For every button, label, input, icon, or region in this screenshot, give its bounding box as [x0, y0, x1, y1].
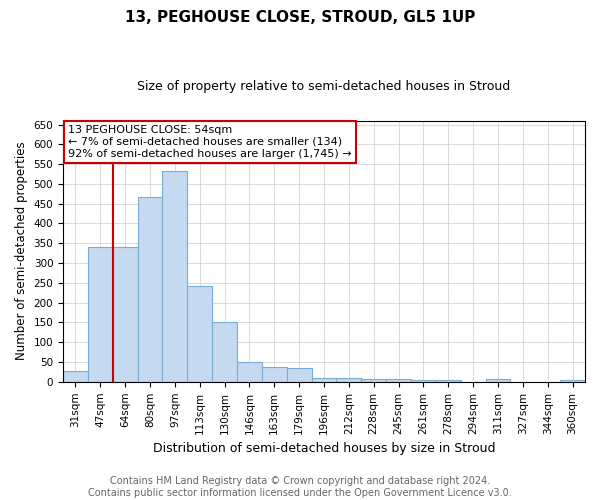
Bar — [411, 380, 436, 382]
Bar — [212, 322, 237, 382]
Bar — [187, 286, 212, 382]
Y-axis label: Number of semi-detached properties: Number of semi-detached properties — [15, 142, 28, 360]
Bar — [287, 368, 311, 382]
Bar — [485, 379, 511, 382]
Bar — [311, 378, 337, 382]
Text: 13, PEGHOUSE CLOSE, STROUD, GL5 1UP: 13, PEGHOUSE CLOSE, STROUD, GL5 1UP — [125, 10, 475, 25]
Bar — [237, 362, 262, 382]
Bar — [113, 247, 137, 382]
Bar — [560, 380, 585, 382]
Text: 13 PEGHOUSE CLOSE: 54sqm
← 7% of semi-detached houses are smaller (134)
92% of s: 13 PEGHOUSE CLOSE: 54sqm ← 7% of semi-de… — [68, 126, 352, 158]
Bar — [63, 370, 88, 382]
Title: Size of property relative to semi-detached houses in Stroud: Size of property relative to semi-detach… — [137, 80, 511, 93]
Bar — [386, 379, 411, 382]
Bar — [163, 171, 187, 382]
Bar — [137, 197, 163, 382]
X-axis label: Distribution of semi-detached houses by size in Stroud: Distribution of semi-detached houses by … — [153, 442, 495, 455]
Text: Contains HM Land Registry data © Crown copyright and database right 2024.
Contai: Contains HM Land Registry data © Crown c… — [88, 476, 512, 498]
Bar — [88, 247, 113, 382]
Bar — [436, 380, 461, 382]
Bar — [262, 367, 287, 382]
Bar — [361, 379, 386, 382]
Bar — [337, 378, 361, 382]
